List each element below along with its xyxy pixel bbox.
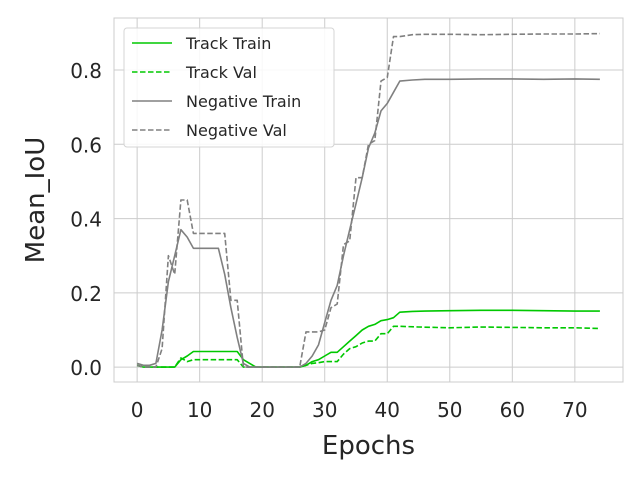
x-tick-labels: 0 10 20 30 40 50 60 70 — [131, 398, 588, 422]
legend-box — [123, 27, 335, 148]
legend-label: Negative Train — [186, 92, 301, 111]
y-tick-label: 0.2 — [70, 282, 102, 306]
legend-label: Negative Val — [186, 121, 287, 140]
x-tick-label: 40 — [375, 398, 400, 422]
y-tick-label: 0.0 — [70, 356, 102, 380]
series-group — [136, 32, 600, 368]
y-tick-label: 0.4 — [70, 208, 102, 232]
x-tick-label: 50 — [437, 398, 462, 422]
x-tick-label: 70 — [562, 398, 587, 422]
y-tick-label: 0.6 — [70, 133, 102, 157]
x-tick-label: 10 — [187, 398, 212, 422]
legend-label: Track Train — [185, 34, 271, 53]
y-tick-label: 0.8 — [70, 59, 102, 83]
y-axis-label: Mean_IoU — [21, 137, 51, 263]
x-tick-label: 30 — [312, 398, 337, 422]
x-axis-label: Epochs — [322, 431, 415, 461]
legend: Track Train Track Val Negative Train Negati… — [123, 27, 335, 148]
x-tick-label: 0 — [131, 398, 144, 422]
x-tick-label: 20 — [249, 398, 274, 422]
series-line-0 — [136, 309, 600, 368]
series-line-3 — [136, 32, 600, 368]
plot-area-frame — [113, 17, 624, 383]
series-line-2 — [136, 78, 600, 368]
y-tick-labels: 0.0 0.2 0.4 0.6 0.8 — [70, 59, 102, 380]
series-line-1 — [136, 325, 600, 368]
x-tick-label: 60 — [500, 398, 525, 422]
legend-label: Track Val — [185, 63, 257, 82]
